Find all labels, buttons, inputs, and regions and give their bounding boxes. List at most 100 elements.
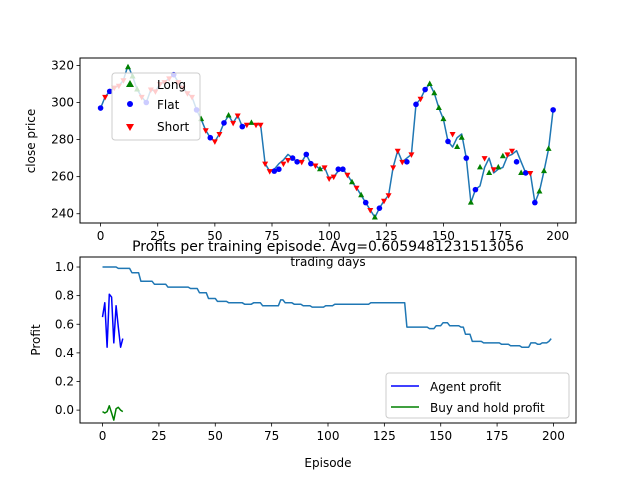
- flat-marker: [472, 186, 479, 193]
- price-x-axis-label: trading days: [290, 255, 365, 269]
- long-marker: [440, 115, 447, 122]
- flat-marker: [340, 166, 346, 173]
- profit-y-tick-label: 0.0: [55, 403, 74, 417]
- legend-label-long: Long: [157, 78, 186, 92]
- profit-y-tick-label: 0.6: [55, 317, 74, 331]
- flat-marker: [239, 123, 246, 130]
- flat-marker: [303, 151, 310, 158]
- short-marker: [202, 128, 209, 134]
- flat-marker: [413, 101, 419, 108]
- long-marker: [435, 104, 442, 111]
- price-x-tick-label: 100: [318, 229, 341, 243]
- price-legend: Long Flat Short: [111, 72, 201, 141]
- price-legend-box: [111, 72, 201, 141]
- profit-x-tick-label: 0: [99, 429, 107, 443]
- flat-marker: [445, 138, 451, 145]
- buy-and-hold-profit-line: [102, 405, 124, 421]
- short-marker: [253, 122, 259, 129]
- price-y-tick-label: 300: [51, 95, 74, 109]
- short-marker: [390, 165, 397, 171]
- profit-x-tick-label: 175: [486, 429, 509, 443]
- long-marker: [225, 111, 232, 118]
- short-marker: [353, 185, 360, 192]
- short-marker: [527, 170, 534, 177]
- long-marker: [477, 163, 483, 170]
- legend-marker-short: [126, 124, 134, 131]
- short-marker: [394, 148, 401, 155]
- short-marker: [285, 157, 291, 164]
- long-marker: [518, 169, 525, 175]
- flat-marker: [532, 199, 538, 206]
- flat-marker: [362, 199, 369, 206]
- legend-label-agent: Agent profit: [430, 380, 502, 394]
- profit-chart-title: Profits per training episode. Avg=0.6059…: [132, 239, 524, 255]
- short-marker: [504, 152, 511, 158]
- long-marker: [536, 187, 543, 194]
- short-marker: [216, 132, 223, 138]
- short-marker: [490, 167, 497, 173]
- profit-x-tick-label: 25: [151, 429, 166, 443]
- short-marker: [230, 120, 237, 127]
- price-axes-frame: [79, 57, 577, 224]
- flat-marker: [221, 120, 227, 126]
- long-marker: [499, 152, 506, 159]
- price-x-tick-label: 50: [207, 229, 222, 243]
- price-x-tick-label: 150: [432, 229, 455, 243]
- long-marker: [317, 165, 323, 172]
- profit-y-tick-label: 0.8: [55, 289, 74, 303]
- short-marker: [211, 139, 218, 145]
- profit-x-tick-label: 150: [429, 429, 452, 443]
- profit-y-ticks: 0.0 0.2 0.4 0.6 0.8 1.0: [55, 260, 80, 417]
- long-marker: [458, 134, 465, 140]
- profit-plot-area: [101, 266, 552, 421]
- short-marker: [298, 159, 305, 166]
- short-marker: [417, 96, 424, 103]
- price-y-tick-label: 260: [51, 170, 74, 184]
- price-y-axis-label: close price: [24, 109, 38, 174]
- legend-label-flat: Flat: [157, 98, 180, 112]
- short-marker: [344, 172, 351, 179]
- price-x-tick-label: 200: [546, 229, 569, 243]
- short-marker: [312, 163, 319, 170]
- profit-y-tick-label: 0.2: [55, 375, 74, 389]
- long-marker: [545, 145, 552, 151]
- price-x-ticks: 0 25 50 75 100 125 150 175 200: [97, 223, 569, 243]
- short-marker: [509, 148, 515, 155]
- short-marker: [102, 94, 109, 101]
- price-y-tick-label: 240: [51, 207, 74, 221]
- legend-marker-flat: [127, 101, 133, 107]
- price-x-tick-label: 125: [375, 229, 398, 243]
- price-chart: 0 25 50 75 100 125 150 175 200 240 260 280 300 320 t…: [24, 57, 577, 269]
- flat-marker: [276, 166, 282, 173]
- short-marker: [326, 176, 333, 183]
- long-marker: [495, 163, 502, 170]
- price-x-tick-label: 25: [150, 229, 165, 243]
- price-y-tick-label: 280: [51, 133, 74, 147]
- profit-y-tick-label: 1.0: [55, 260, 74, 274]
- profit-x-tick-label: 75: [264, 429, 279, 443]
- long-marker: [541, 167, 547, 174]
- profit-x-tick-label: 50: [208, 429, 223, 443]
- flat-marker: [308, 160, 314, 167]
- short-marker: [385, 193, 392, 199]
- price-x-tick-label: 175: [489, 229, 512, 243]
- profit-chart: 0 25 50 75 100 125 150 175 200 0.0 0.2 0.4 0.6 0.8 1.…: [29, 239, 577, 470]
- short-marker: [243, 122, 250, 129]
- long-marker: [431, 89, 438, 96]
- legend-label-buyhold: Buy and hold profit: [430, 401, 545, 415]
- profit-y-tick-label: 0.4: [55, 346, 74, 360]
- flat-marker: [106, 88, 113, 95]
- flat-marker: [207, 134, 214, 141]
- long-marker: [426, 80, 433, 86]
- short-marker: [381, 198, 387, 205]
- short-marker: [321, 165, 328, 171]
- flat-marker: [550, 107, 556, 113]
- short-marker: [257, 122, 264, 129]
- flat-marker: [289, 155, 296, 161]
- profit-x-tick-label: 100: [317, 429, 340, 443]
- profit-x-axis-label: Episode: [304, 456, 351, 470]
- long-marker: [248, 119, 255, 125]
- profit-legend: Agent profit Buy and hold profit: [385, 372, 570, 419]
- short-marker: [399, 159, 406, 166]
